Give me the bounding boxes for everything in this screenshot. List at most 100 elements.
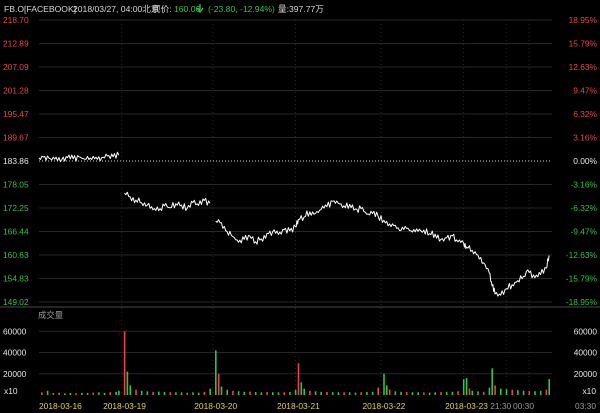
volume-bar (175, 392, 177, 395)
volume-bar (491, 368, 493, 395)
volume-bar (260, 392, 263, 395)
volume-bar (52, 393, 55, 395)
volume-bar (277, 392, 280, 395)
volume-bar (434, 392, 436, 395)
price-left-tick: 189.67 (3, 133, 29, 143)
volume-bar (348, 392, 351, 395)
price-left-tick: 183.86 (3, 156, 29, 166)
volume-bar (405, 392, 408, 395)
volume-bar (232, 390, 234, 396)
volume-bar (462, 379, 465, 395)
volume-bar (494, 385, 496, 395)
volume-bar (451, 391, 454, 395)
volume-bar (326, 392, 328, 395)
volume-bar (243, 391, 246, 395)
volume-bar (354, 392, 357, 395)
volume-bar (217, 373, 220, 396)
volume-bar (482, 391, 485, 395)
volume-bar (411, 392, 414, 395)
volume-bar (220, 386, 223, 395)
volume-right-tick: 20000 (574, 369, 598, 379)
volume-bar (303, 388, 305, 395)
header-change: (-23.80, -12.94%) (208, 4, 275, 14)
volume-bar (103, 392, 106, 395)
volume-bar (163, 392, 166, 395)
header-volume-label: 量: (278, 4, 289, 14)
price-line (124, 191, 211, 212)
volume-bar (123, 331, 126, 396)
volume-bar (180, 392, 183, 395)
volume-bar (440, 392, 442, 395)
volume-bar (400, 391, 402, 395)
volume-bar (146, 391, 149, 395)
volume-bar (272, 392, 274, 395)
header-price-label: 现价: (152, 4, 172, 14)
x-axis-label: 2018-03-21 (277, 401, 320, 411)
price-left-tick: 207.09 (3, 62, 29, 72)
price-left-tick: 201.28 (3, 86, 29, 96)
volume-bar (517, 390, 519, 395)
volume-bar (360, 392, 362, 395)
volume-bar (534, 391, 536, 395)
volume-bar (511, 389, 513, 395)
x-axis-label: 21:30 (490, 401, 511, 411)
volume-bar (41, 392, 43, 395)
volume-bar (75, 393, 77, 395)
volume-bar (500, 388, 502, 395)
volume-bar (394, 391, 397, 395)
price-right-tick: 3.16% (573, 133, 597, 143)
x-axis-label: 2018-03-23 (445, 401, 488, 411)
price-line (215, 200, 550, 297)
volume-bar (465, 378, 468, 395)
volume-bar (377, 387, 379, 395)
header-price: 160.06 (174, 4, 201, 14)
volume-bar (129, 385, 132, 395)
volume-bar (545, 389, 548, 395)
volume-left-axis: 60000 40000 20000 (3, 326, 27, 379)
price-left-tick: 149.02 (3, 297, 29, 307)
price-right-tick: 15.79% (569, 39, 598, 49)
volume-bar (92, 392, 95, 395)
volume-bar (548, 379, 550, 395)
volume-bar (309, 390, 311, 396)
volume-bar (488, 387, 491, 395)
price-right-tick: -18.95% (566, 297, 598, 307)
header: FB.O[FACEBOOK] 2018/03/27, 04:00北京 现价: 1… (4, 3, 324, 14)
volume-bar (69, 392, 72, 395)
price-right-tick: -3.16% (570, 180, 597, 190)
volume-bar (522, 390, 525, 396)
volume-bar (337, 392, 340, 395)
volume-bar (169, 392, 171, 395)
volume-bar (371, 391, 374, 395)
volume-bar (294, 389, 297, 395)
volume-bar (126, 371, 129, 395)
volume-unit-right: x10 (582, 386, 596, 396)
volume-bar (457, 391, 459, 395)
volume-left-tick: 20000 (3, 369, 27, 379)
price-series (38, 151, 550, 297)
down-arrow-icon (196, 4, 204, 14)
volume-bar (58, 392, 60, 395)
volume-bar (528, 391, 531, 395)
volume-bar (289, 392, 291, 395)
volume-bar (343, 392, 345, 395)
price-left-tick: 178.05 (3, 180, 29, 190)
header-symbol: FB.O[FACEBOOK] (4, 4, 76, 14)
volume-bar (152, 391, 154, 395)
volume-left-tick: 40000 (3, 348, 27, 358)
volume-bar (215, 350, 217, 395)
volume-bar (115, 391, 117, 395)
volume-bar (158, 391, 160, 395)
x-axis-label: 03:30 (575, 401, 596, 411)
volume-bar (86, 393, 89, 395)
price-right-tick: 9.47% (573, 86, 597, 96)
volume-bar (254, 392, 257, 395)
x-axis-label: 2018-03-20 (194, 401, 237, 411)
x-axis-label: 00:30 (513, 401, 534, 411)
x-axis-label: 2018-03-22 (362, 401, 405, 411)
volume-bar (477, 391, 479, 395)
volume-bar (64, 393, 66, 395)
